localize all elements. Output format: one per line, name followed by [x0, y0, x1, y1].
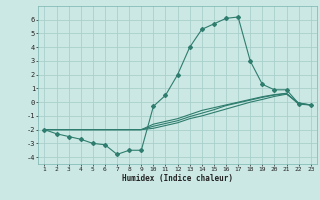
X-axis label: Humidex (Indice chaleur): Humidex (Indice chaleur) — [122, 174, 233, 183]
